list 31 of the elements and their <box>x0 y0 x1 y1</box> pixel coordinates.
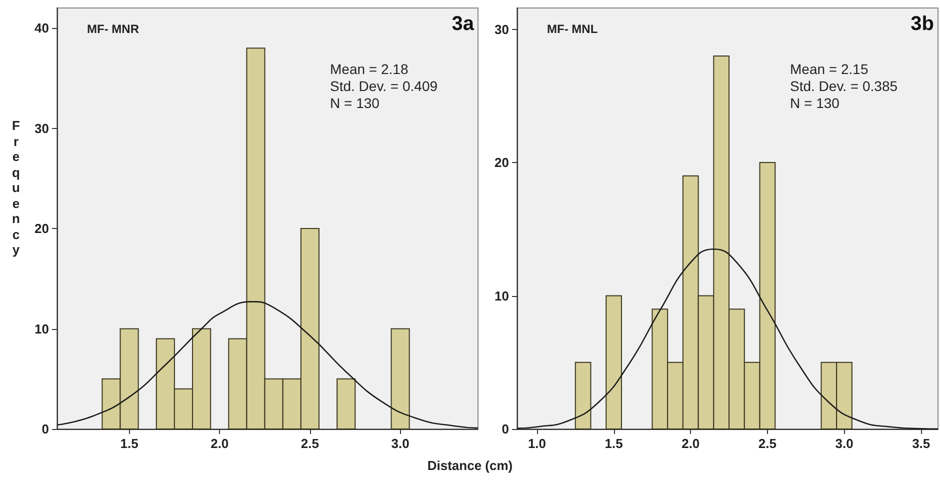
x-tick-label: 3.5 <box>912 436 930 451</box>
x-tick-label: 2.5 <box>300 436 319 451</box>
y-tick-label: 0 <box>502 422 509 436</box>
y-tick-label: 30 <box>494 22 509 37</box>
x-tick-label: 2.5 <box>758 436 776 451</box>
x-tick-label: 1.0 <box>528 436 546 451</box>
annotation: 3a <box>452 13 475 35</box>
y-tick-label: 30 <box>34 120 49 136</box>
y-tick-label: 20 <box>494 155 509 170</box>
y-tick-label: 10 <box>494 288 509 304</box>
annotation: Mean = 2.18 <box>330 61 408 77</box>
y-tick-label: 10 <box>34 321 49 336</box>
x-tick-label: 2.0 <box>210 436 229 451</box>
text: MF- MNL <box>547 22 598 36</box>
text: Frequency <box>12 118 20 257</box>
x-axis-title: Distance (cm) <box>426 458 514 473</box>
annotation: Mean = 2.15 <box>790 61 868 77</box>
y-tick-label: 0 <box>42 422 49 436</box>
annotation: 3b <box>910 13 934 35</box>
y-tick-label: 40 <box>34 20 49 36</box>
x-tick-label: 2.0 <box>682 436 700 451</box>
x-tick-label: 3.0 <box>835 436 854 451</box>
x-tick-label: 1.5 <box>120 436 138 451</box>
annotation: N = 130 <box>790 95 840 111</box>
x-tick-label: 3.0 <box>391 436 410 451</box>
text: MF- MNR <box>87 22 140 36</box>
annotation: Std. Dev. = 0.385 <box>790 78 898 94</box>
annotation: Std. Dev. = 0.409 <box>330 78 438 94</box>
x-tick-label: 1.5 <box>604 436 623 451</box>
y-tick-label: 20 <box>34 221 49 236</box>
annotation: N = 130 <box>330 95 380 111</box>
